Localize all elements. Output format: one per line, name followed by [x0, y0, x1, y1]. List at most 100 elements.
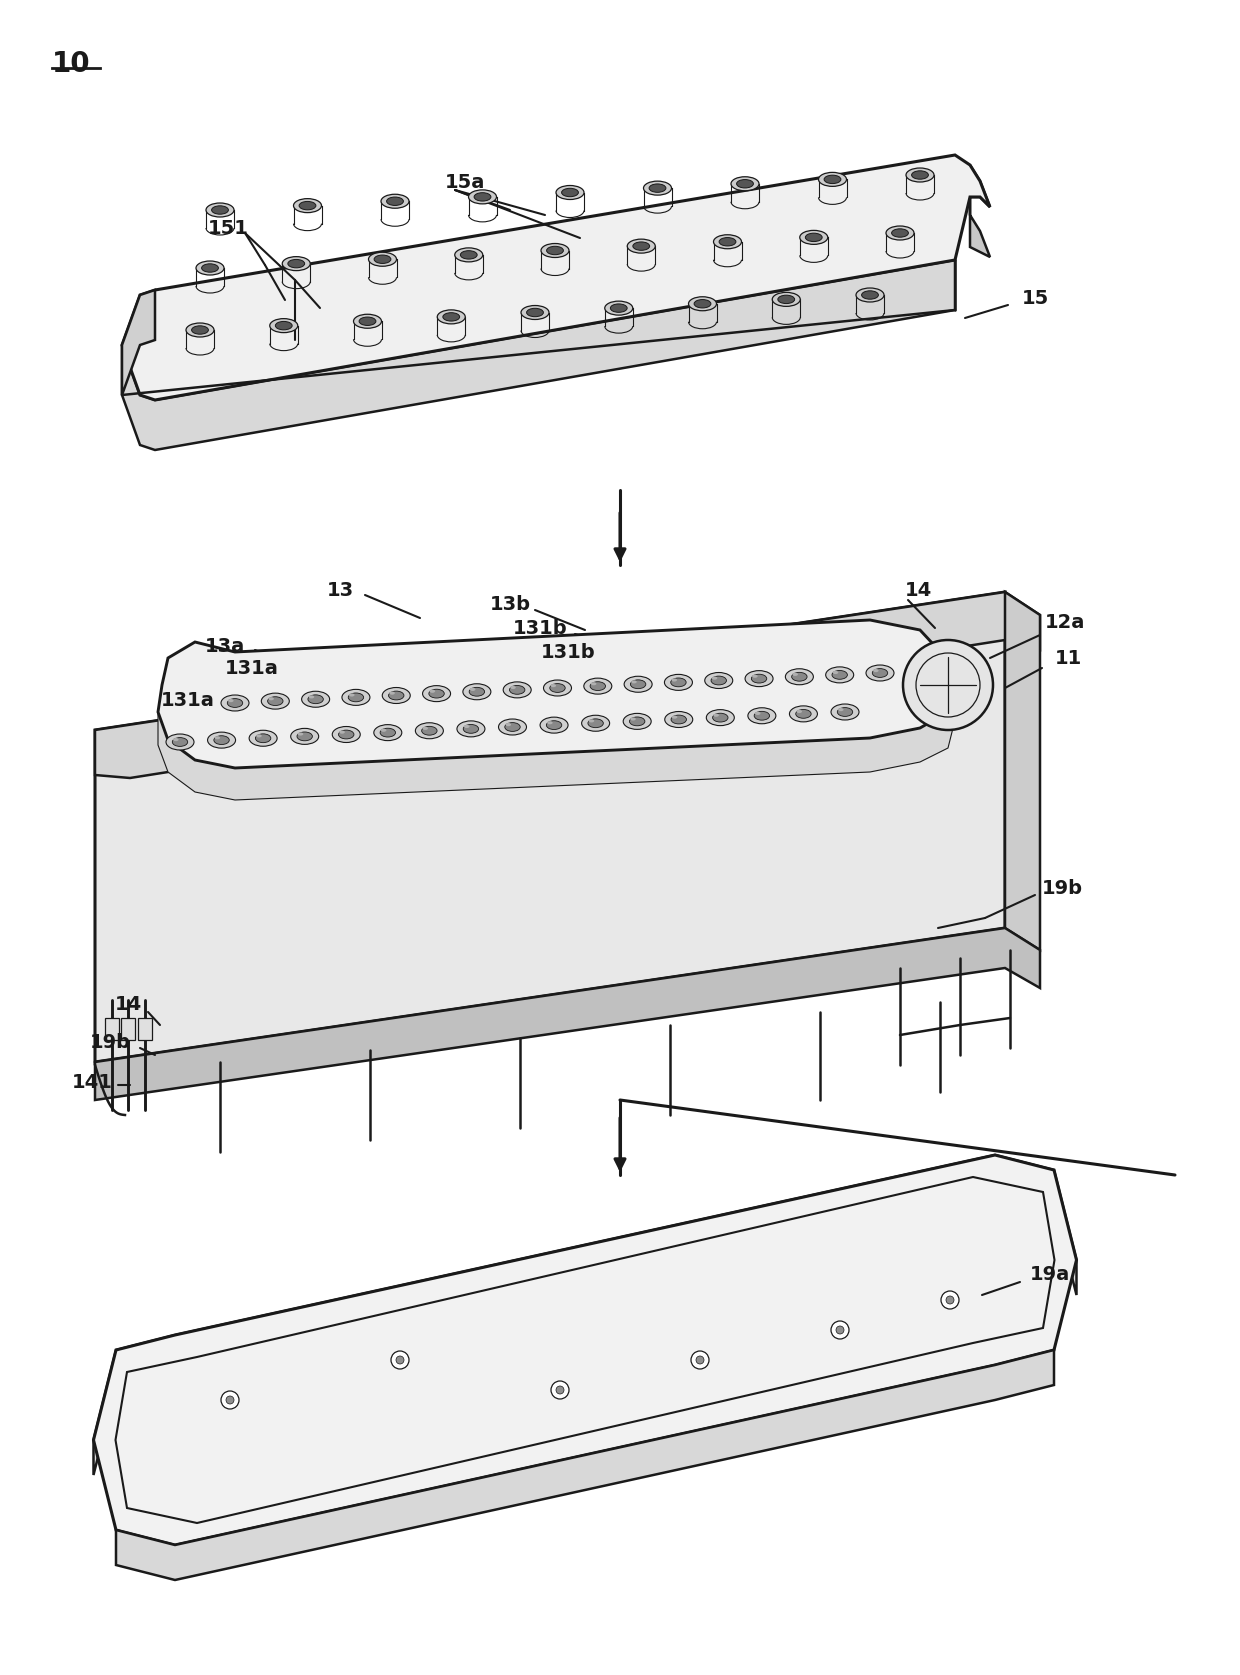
Ellipse shape	[368, 253, 397, 266]
Ellipse shape	[605, 302, 632, 315]
Ellipse shape	[257, 734, 262, 737]
Ellipse shape	[339, 730, 353, 739]
Ellipse shape	[590, 682, 605, 690]
Polygon shape	[115, 1178, 1054, 1523]
Polygon shape	[1004, 591, 1040, 950]
Ellipse shape	[906, 168, 934, 183]
Polygon shape	[157, 685, 955, 801]
Ellipse shape	[423, 727, 428, 730]
Circle shape	[226, 1395, 234, 1404]
Ellipse shape	[389, 692, 394, 695]
Text: 131b: 131b	[541, 643, 595, 662]
Ellipse shape	[584, 678, 611, 693]
Ellipse shape	[562, 188, 578, 196]
Ellipse shape	[755, 712, 760, 715]
Ellipse shape	[713, 235, 742, 250]
Text: 19b: 19b	[89, 1032, 130, 1052]
Ellipse shape	[665, 712, 693, 727]
Ellipse shape	[707, 710, 734, 725]
Ellipse shape	[630, 717, 645, 725]
Polygon shape	[93, 1156, 1076, 1476]
Text: 19b: 19b	[1042, 878, 1083, 898]
Ellipse shape	[360, 317, 376, 325]
Text: 15: 15	[1022, 288, 1049, 308]
Ellipse shape	[547, 720, 562, 730]
Ellipse shape	[469, 687, 485, 697]
Polygon shape	[970, 166, 990, 256]
Ellipse shape	[212, 206, 228, 214]
Ellipse shape	[632, 241, 650, 250]
Ellipse shape	[694, 300, 711, 308]
Ellipse shape	[228, 698, 233, 702]
Ellipse shape	[838, 709, 843, 712]
Ellipse shape	[422, 727, 436, 735]
Ellipse shape	[415, 722, 444, 739]
Text: 13a: 13a	[205, 636, 246, 655]
Ellipse shape	[873, 668, 879, 672]
Ellipse shape	[215, 735, 221, 739]
Ellipse shape	[464, 725, 470, 729]
Text: 131b: 131b	[512, 618, 568, 638]
Ellipse shape	[506, 724, 511, 727]
Ellipse shape	[374, 255, 391, 263]
Ellipse shape	[785, 668, 813, 685]
Ellipse shape	[464, 725, 479, 734]
Ellipse shape	[610, 303, 627, 312]
Text: 11: 11	[1054, 648, 1081, 668]
Ellipse shape	[192, 327, 208, 335]
Ellipse shape	[588, 719, 604, 727]
Ellipse shape	[790, 705, 817, 722]
Circle shape	[941, 1291, 959, 1308]
Circle shape	[946, 1296, 954, 1305]
Ellipse shape	[213, 735, 229, 744]
Ellipse shape	[589, 719, 594, 722]
Ellipse shape	[590, 682, 596, 685]
Ellipse shape	[745, 670, 773, 687]
Ellipse shape	[298, 732, 312, 740]
Ellipse shape	[773, 293, 800, 307]
Ellipse shape	[712, 677, 718, 680]
Circle shape	[556, 1385, 564, 1394]
Ellipse shape	[474, 193, 491, 201]
Polygon shape	[122, 156, 990, 400]
Ellipse shape	[186, 323, 215, 337]
FancyBboxPatch shape	[138, 1018, 153, 1040]
Text: 15a: 15a	[445, 173, 485, 191]
Ellipse shape	[342, 690, 370, 705]
Ellipse shape	[438, 310, 465, 323]
Ellipse shape	[270, 318, 298, 333]
Ellipse shape	[298, 732, 304, 735]
Ellipse shape	[541, 243, 569, 258]
Ellipse shape	[631, 680, 636, 683]
Polygon shape	[117, 1350, 1054, 1580]
Ellipse shape	[268, 697, 283, 705]
Ellipse shape	[470, 688, 475, 692]
Ellipse shape	[547, 722, 553, 724]
Ellipse shape	[688, 296, 717, 312]
Circle shape	[551, 1380, 569, 1399]
Ellipse shape	[630, 680, 646, 688]
Ellipse shape	[463, 683, 491, 700]
Ellipse shape	[294, 199, 321, 213]
Ellipse shape	[527, 308, 543, 317]
Ellipse shape	[892, 229, 909, 238]
Ellipse shape	[353, 315, 382, 328]
Ellipse shape	[753, 675, 758, 678]
Ellipse shape	[299, 201, 316, 209]
Ellipse shape	[549, 683, 565, 692]
Ellipse shape	[866, 665, 894, 682]
Circle shape	[396, 1357, 404, 1363]
Ellipse shape	[887, 226, 914, 240]
Ellipse shape	[872, 668, 888, 677]
Ellipse shape	[443, 313, 460, 322]
Ellipse shape	[469, 189, 496, 204]
Ellipse shape	[547, 246, 563, 255]
Ellipse shape	[777, 295, 795, 303]
Ellipse shape	[832, 670, 847, 680]
Ellipse shape	[805, 233, 822, 241]
Polygon shape	[157, 620, 955, 769]
Circle shape	[696, 1357, 704, 1363]
Ellipse shape	[275, 322, 293, 330]
Text: 13b: 13b	[490, 596, 531, 615]
Circle shape	[836, 1327, 844, 1333]
